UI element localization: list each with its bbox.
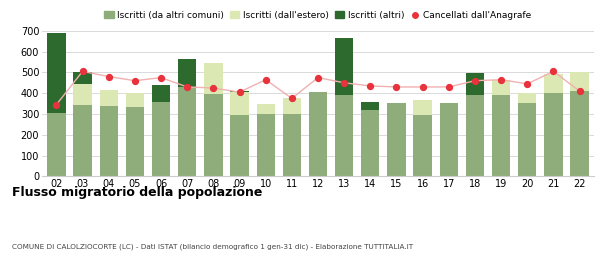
Legend: Iscritti (da altri comuni), Iscritti (dall'estero), Iscritti (altri), Cancellati: Iscritti (da altri comuni), Iscritti (da…: [101, 7, 535, 23]
Point: [52, 102, 61, 107]
Point: [313, 75, 323, 80]
Point: [392, 85, 401, 89]
Point: [365, 84, 375, 88]
Bar: [413, 101, 432, 115]
Bar: [309, 92, 327, 176]
Bar: [73, 73, 92, 84]
Bar: [492, 95, 510, 176]
Bar: [466, 73, 484, 95]
Bar: [73, 105, 92, 176]
Point: [548, 69, 558, 74]
Point: [104, 74, 113, 79]
Text: COMUNE DI CALOLZIOCORTE (LC) - Dati ISTAT (bilancio demografico 1 gen-31 dic) - : COMUNE DI CALOLZIOCORTE (LC) - Dati ISTA…: [12, 244, 413, 250]
Bar: [571, 91, 589, 176]
Bar: [492, 80, 510, 95]
Point: [340, 81, 349, 85]
Point: [575, 89, 584, 93]
Bar: [283, 98, 301, 114]
Bar: [440, 102, 458, 176]
Bar: [466, 95, 484, 176]
Bar: [126, 93, 144, 107]
Point: [156, 75, 166, 80]
Point: [470, 78, 480, 83]
Point: [261, 78, 271, 82]
Point: [523, 81, 532, 86]
Bar: [178, 59, 196, 87]
Bar: [73, 84, 92, 105]
Point: [418, 85, 427, 89]
Bar: [544, 74, 563, 93]
Bar: [100, 90, 118, 106]
Bar: [178, 87, 196, 176]
Point: [444, 85, 454, 89]
Bar: [571, 73, 589, 91]
Bar: [518, 93, 536, 102]
Bar: [230, 115, 248, 176]
Bar: [283, 114, 301, 176]
Bar: [204, 94, 223, 176]
Bar: [152, 102, 170, 176]
Bar: [152, 85, 170, 102]
Bar: [413, 115, 432, 176]
Point: [78, 69, 88, 74]
Text: Flusso migratorio della popolazione: Flusso migratorio della popolazione: [12, 186, 262, 199]
Bar: [361, 102, 379, 110]
Bar: [47, 33, 65, 113]
Bar: [230, 91, 248, 92]
Bar: [335, 95, 353, 176]
Point: [209, 86, 218, 90]
Point: [496, 78, 506, 82]
Bar: [544, 93, 563, 176]
Point: [235, 90, 244, 94]
Bar: [204, 63, 223, 94]
Bar: [257, 104, 275, 114]
Bar: [388, 102, 406, 176]
Bar: [126, 107, 144, 176]
Bar: [335, 38, 353, 95]
Bar: [230, 92, 248, 115]
Point: [287, 96, 296, 101]
Bar: [47, 113, 65, 176]
Point: [130, 78, 140, 83]
Point: [182, 85, 192, 89]
Bar: [257, 114, 275, 176]
Bar: [361, 110, 379, 176]
Bar: [518, 102, 536, 176]
Bar: [100, 106, 118, 176]
